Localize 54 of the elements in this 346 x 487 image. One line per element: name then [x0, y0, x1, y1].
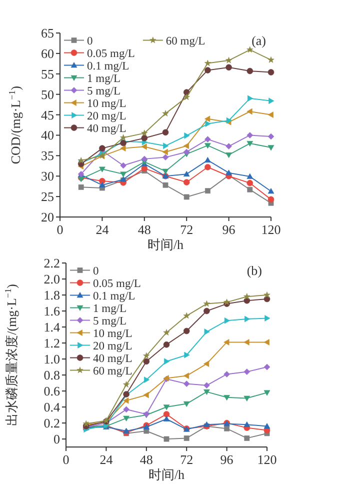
x-tick-label: 96: [220, 452, 234, 467]
y-tick-label: 65: [41, 26, 54, 40]
legend-label: 10 mg/L: [93, 328, 132, 340]
y-tick-label: 0.2: [44, 416, 60, 430]
annotation: (b): [246, 263, 262, 278]
x-tick-label: 120: [261, 222, 281, 237]
y-tick-label: 45: [41, 107, 54, 122]
legend-label: 0.1 mg/L: [93, 290, 136, 302]
y-tick-label: 0: [54, 432, 60, 446]
y-tick-label: 25: [41, 189, 54, 204]
x-tick-label: 48: [140, 452, 153, 467]
legend-label: 0: [87, 35, 93, 48]
x-tick-label: 96: [222, 222, 236, 237]
y-tick-label: 60: [41, 46, 54, 61]
legend-label: 20 mg/L: [87, 110, 126, 122]
legend-label: 10 mg/L: [87, 98, 126, 110]
y-tick-label: 1.2: [44, 336, 60, 350]
y-tick-label: 55: [41, 66, 54, 82]
x-axis-title: 时间/h: [148, 467, 186, 482]
legend-label: 20 mg/L: [93, 340, 132, 352]
legend-label: 0.05 mg/L: [93, 278, 141, 290]
y-tick-label: 1.6: [44, 304, 60, 318]
y-tick-label: 0.6: [44, 384, 60, 398]
y-tick-label: 1.8: [44, 288, 60, 302]
legend-label: 0: [93, 265, 99, 278]
y-tick-label: 0.8: [44, 368, 60, 382]
x-tick-label: 24: [96, 222, 110, 237]
y-tick-label: 1.4: [44, 320, 60, 334]
legend-label: 40 mg/L: [93, 352, 132, 365]
y-tick-label: 30: [41, 168, 54, 184]
legend-label: 60 mg/L: [166, 35, 206, 48]
y-tick-label: 20: [41, 210, 54, 224]
x-tick-label: 120: [257, 452, 277, 467]
legend-label: 40 mg/L: [87, 122, 126, 135]
y-tick-label: 50: [41, 86, 54, 102]
x-tick-label: 48: [138, 222, 151, 237]
legend-label: 0.05 mg/L: [87, 48, 135, 60]
y-tick-label: 1.0: [44, 352, 60, 366]
legend-label: 0.1 mg/L: [87, 60, 130, 72]
x-tick-label: 24: [100, 452, 114, 467]
y-tick-label: 35: [41, 148, 54, 164]
legend-label: 1 mg/L: [87, 72, 121, 85]
y-tick-label: 2.0: [44, 272, 60, 286]
legend-label: 60 mg/L: [93, 365, 132, 378]
annotation: (a): [252, 33, 266, 48]
y-tick-label: 2.2: [44, 256, 60, 270]
y-tick-label: 0.4: [44, 400, 60, 414]
x-tick-label: 72: [180, 222, 194, 237]
x-tick-label: 72: [180, 452, 194, 467]
legend-label: 5 mg/L: [93, 315, 127, 328]
legend-label: 5 mg/L: [87, 85, 121, 98]
legend-label: 1 mg/L: [93, 302, 127, 315]
y-tick-label: 40: [41, 128, 54, 143]
x-axis-title: 时间/h: [147, 237, 184, 252]
